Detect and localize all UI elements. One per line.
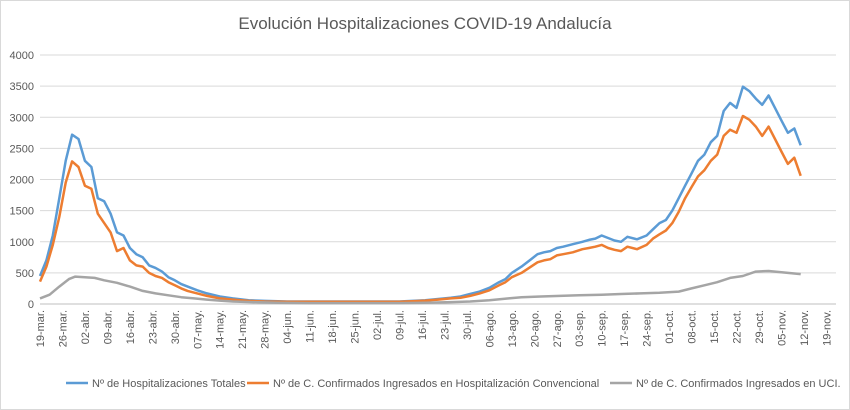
x-tick-label: 12-nov.: [799, 310, 811, 346]
y-tick-label: 3500: [10, 81, 34, 93]
x-tick-label: 22-oct.: [732, 310, 744, 344]
y-tick-label: 1500: [10, 206, 34, 218]
series-line-1: [38, 85, 802, 303]
legend-label-1: Nº de Hospitalizaciones Totales: [92, 378, 246, 390]
x-tick-label: 23-abr.: [147, 310, 159, 344]
x-tick-label: 30-jul.: [462, 310, 474, 340]
x-tick-label: 30-abr.: [170, 310, 182, 344]
x-tick-label: 01-oct.: [664, 310, 676, 344]
x-tick-label: 19-nov.: [821, 310, 833, 346]
x-tick-label: 07-may.: [192, 310, 204, 349]
x-tick-label: 09-abr.: [102, 310, 114, 344]
x-tick-label: 23-jul.: [439, 310, 451, 340]
x-tick-label: 27-ago.: [552, 310, 564, 347]
x-tick-label: 16-abr.: [125, 310, 137, 344]
y-tick-label: 2000: [10, 175, 34, 187]
x-tick-label: 15-oct.: [709, 310, 721, 344]
x-tick-label: 13-ago.: [507, 310, 519, 347]
x-tick-label: 06-ago.: [484, 310, 496, 347]
y-tick-label: 500: [16, 268, 34, 280]
x-tick-label: 25-jun.: [350, 310, 362, 344]
x-tick-label: 24-sep.: [642, 310, 654, 347]
x-tick-label: 11-jun.: [305, 310, 317, 343]
x-tick-label: 19-mar.: [35, 310, 47, 347]
x-tick-label: 20-ago.: [529, 310, 541, 347]
y-tick-label: 1000: [10, 237, 34, 249]
x-tick-label: 03-sep.: [574, 310, 586, 347]
x-tick-label: 16-jul.: [417, 310, 429, 340]
y-tick-label: 3000: [10, 112, 34, 124]
y-tick-label: 0: [28, 299, 34, 311]
x-tick-label: 10-sep.: [597, 310, 609, 347]
x-tick-label: 05-nov.: [776, 310, 788, 346]
x-tick-label: 02-jul.: [372, 310, 384, 340]
x-tick-label: 26-mar.: [57, 310, 69, 347]
legend-label-3: Nº de C. Confirmados Ingresados en UCI.: [636, 378, 841, 390]
chart-title: Evolución Hospitalizaciones COVID-19 And…: [238, 14, 612, 33]
x-tick-label: 09-jul.: [394, 310, 406, 340]
series-line-3: [39, 269, 801, 305]
y-tick-label: 4000: [10, 50, 34, 62]
x-tick-label: 17-sep.: [619, 310, 631, 347]
x-tick-label: 08-oct.: [687, 310, 699, 344]
x-tick-label: 28-may.: [260, 310, 272, 349]
x-tick-label: 29-oct.: [754, 310, 766, 344]
x-tick-label: 14-may.: [215, 310, 227, 349]
x-tick-label: 18-jun.: [327, 310, 339, 344]
legend-label-2: Nº de C. Confirmados Ingresados en Hospi…: [273, 378, 599, 390]
x-tick-label: 04-jun.: [282, 310, 294, 344]
x-tick-label: 02-abr.: [80, 310, 92, 344]
series-line-2: [38, 114, 802, 304]
y-tick-label: 2500: [10, 143, 34, 155]
x-tick-label: 21-may.: [237, 310, 249, 349]
